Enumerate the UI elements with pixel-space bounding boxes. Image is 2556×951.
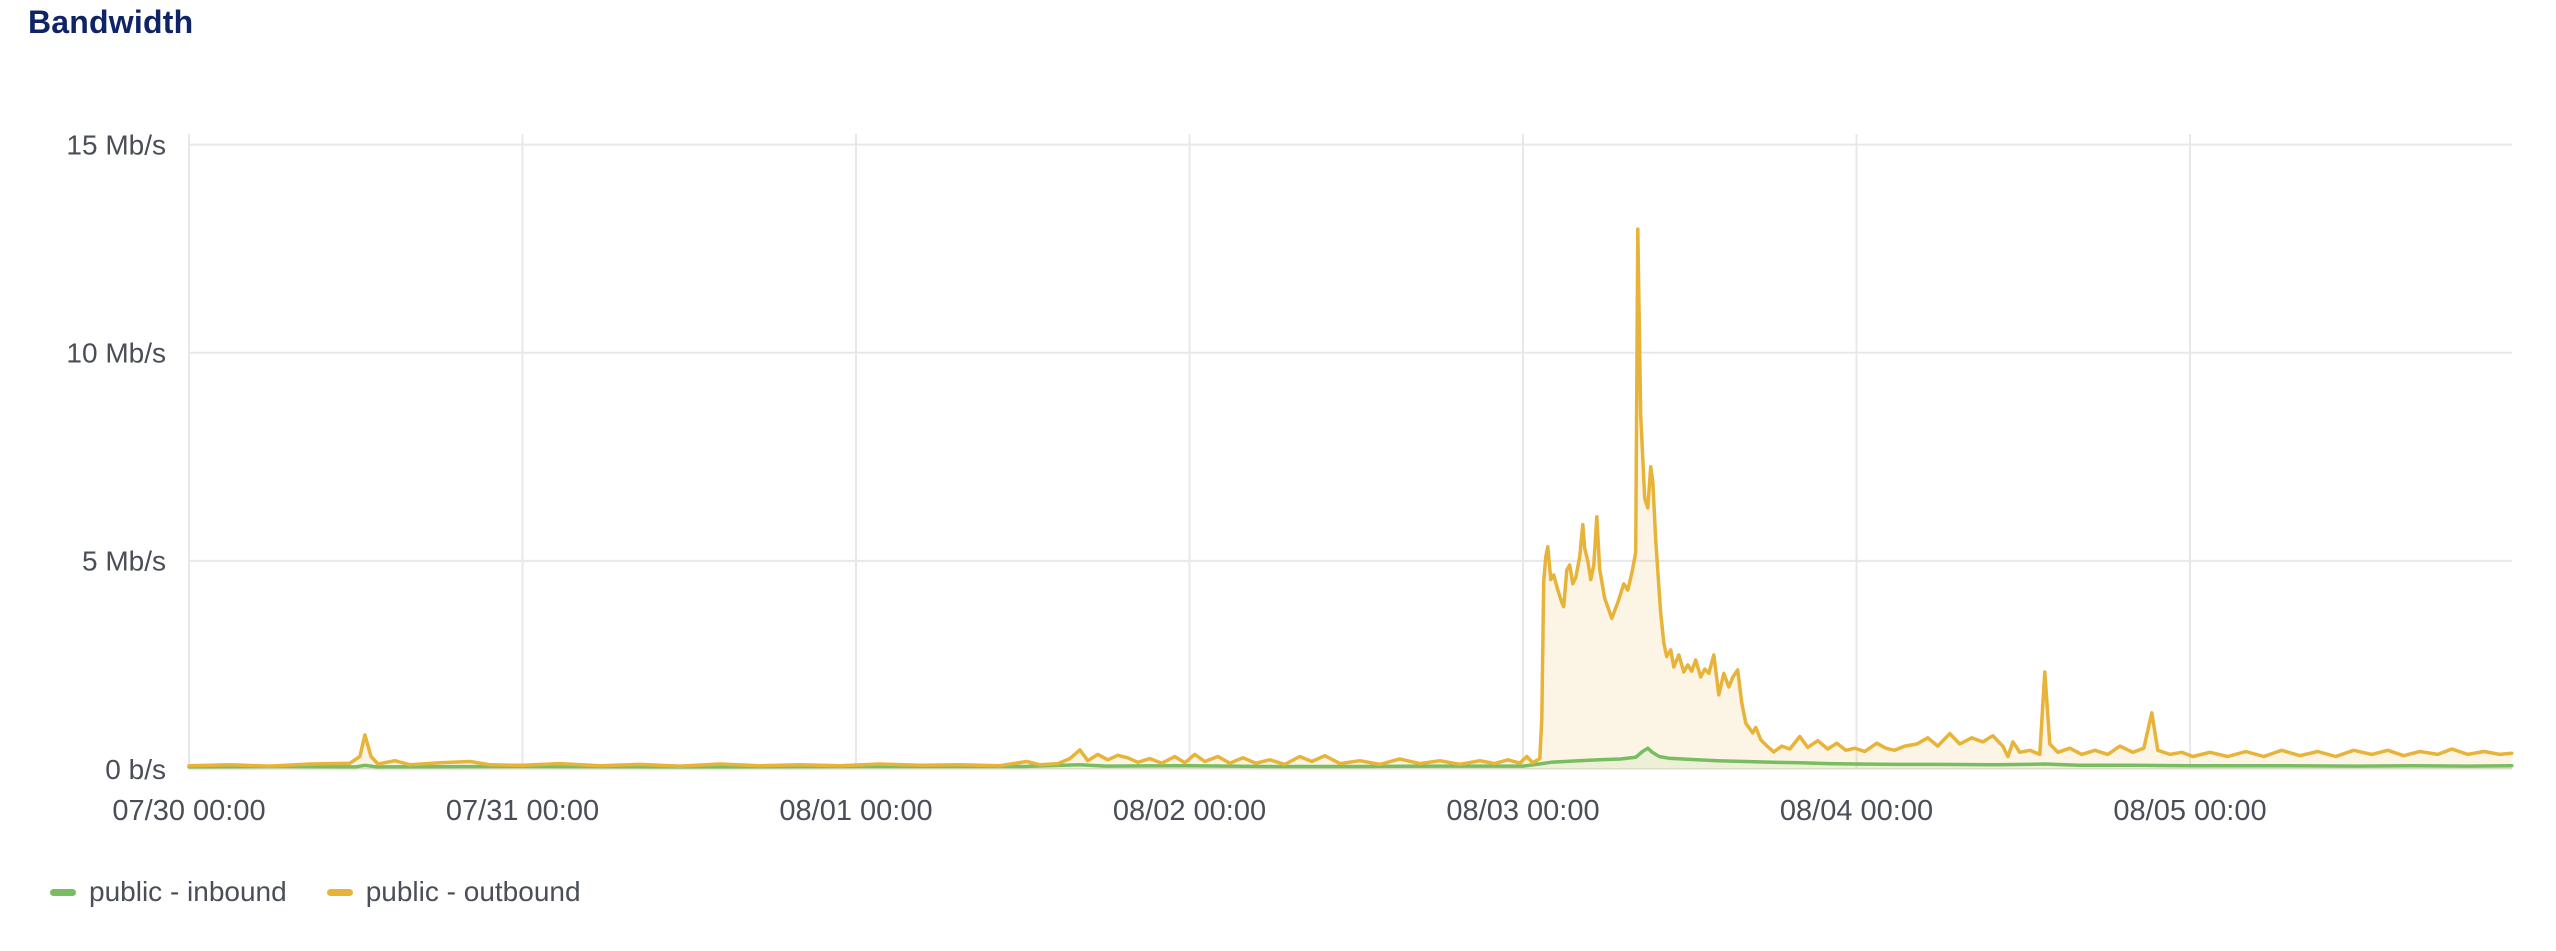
legend-item-public-inbound[interactable]: public - inbound xyxy=(50,876,287,908)
chart-legend: public - inbound public - outbound xyxy=(50,876,581,908)
x-tick-label: 07/31 00:00 xyxy=(446,795,599,827)
series-line-public-outbound[interactable] xyxy=(187,227,2514,768)
y-tick-label: 15 Mb/s xyxy=(66,129,166,160)
x-tick-label: 08/04 00:00 xyxy=(1780,795,1933,827)
bandwidth-chart[interactable]: 0 b/s 5 Mb/s 10 Mb/s 15 Mb/s 07/30 00:00 07/3… xyxy=(0,0,2556,860)
legend-item-public-outbound[interactable]: public - outbound xyxy=(326,876,581,908)
x-tick-label: 08/03 00:00 xyxy=(1446,795,1599,827)
x-tick-label: 08/01 00:00 xyxy=(779,795,932,827)
x-tick-label: 08/05 00:00 xyxy=(2113,795,2266,827)
legend-label: public - inbound xyxy=(89,876,287,907)
y-tick-label: 5 Mb/s xyxy=(82,546,166,577)
legend-label: public - outbound xyxy=(365,876,581,907)
series-area-public-outbound xyxy=(189,229,2512,770)
x-tick-label: 07/30 00:00 xyxy=(112,795,265,827)
chart-title: Bandwidth xyxy=(28,4,194,40)
legend-swatch-icon xyxy=(326,888,353,896)
y-tick-label: 0 b/s xyxy=(105,754,166,785)
x-tick-label: 08/02 00:00 xyxy=(1113,795,1266,827)
y-tick-label: 10 Mb/s xyxy=(66,338,166,369)
legend-swatch-icon xyxy=(50,888,76,896)
